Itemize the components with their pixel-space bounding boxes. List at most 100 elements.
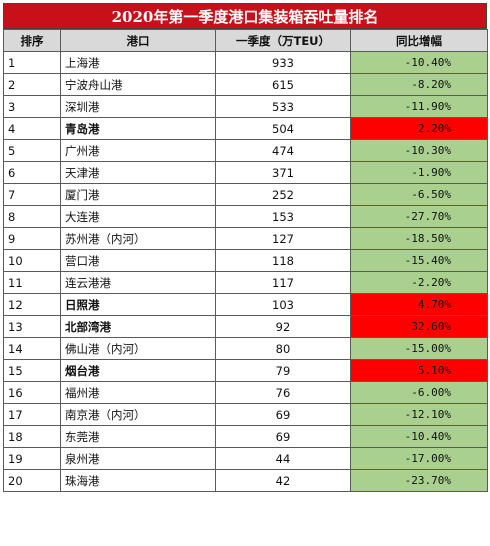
value-cell[interactable]: 118 (215, 249, 351, 272)
change-cell[interactable]: 32.60% (350, 315, 488, 338)
change-cell[interactable]: 5.10% (350, 359, 488, 382)
value-cell[interactable]: 127 (215, 227, 351, 250)
change-cell[interactable]: -2.20% (350, 271, 488, 294)
value-cell[interactable]: 371 (215, 161, 351, 184)
value-cell[interactable]: 504 (215, 117, 351, 140)
change-cell[interactable]: -10.30% (350, 139, 488, 162)
header-change[interactable]: 同比增幅 (350, 29, 488, 52)
value-cell[interactable]: 533 (215, 95, 351, 118)
change-cell[interactable]: -15.00% (350, 337, 488, 360)
change-cell[interactable]: -6.50% (350, 183, 488, 206)
value-cell[interactable]: 80 (215, 337, 351, 360)
value-cell[interactable]: 252 (215, 183, 351, 206)
rank-cell[interactable]: 10 (3, 249, 61, 272)
rank-cell[interactable]: 4 (3, 117, 61, 140)
change-cell[interactable]: -15.40% (350, 249, 488, 272)
table-row: 4 青岛港 504 2.20% (3, 117, 488, 140)
rank-cell[interactable]: 13 (3, 315, 61, 338)
rank-cell[interactable]: 14 (3, 337, 61, 360)
change-cell[interactable]: -8.20% (350, 73, 488, 96)
value-cell[interactable]: 69 (215, 403, 351, 426)
port-cell[interactable]: 连云港港 (60, 271, 216, 294)
change-cell[interactable]: -10.40% (350, 425, 488, 448)
rank-cell[interactable]: 1 (3, 51, 61, 74)
value-cell[interactable]: 103 (215, 293, 351, 316)
rank-cell[interactable]: 12 (3, 293, 61, 316)
port-cell[interactable]: 泉州港 (60, 447, 216, 470)
rank-cell[interactable]: 6 (3, 161, 61, 184)
rank-cell[interactable]: 2 (3, 73, 61, 96)
value-cell[interactable]: 117 (215, 271, 351, 294)
header-rank[interactable]: 排序 (3, 29, 61, 52)
table-row: 5 广州港 474 -10.30% (3, 139, 488, 162)
port-cell[interactable]: 东莞港 (60, 425, 216, 448)
change-cell[interactable]: -17.00% (350, 447, 488, 470)
value-cell[interactable]: 76 (215, 381, 351, 404)
rank-cell[interactable]: 11 (3, 271, 61, 294)
port-cell[interactable]: 营口港 (60, 249, 216, 272)
value-cell[interactable]: 474 (215, 139, 351, 162)
change-cell[interactable]: -10.40% (350, 51, 488, 74)
port-cell[interactable]: 天津港 (60, 161, 216, 184)
ranking-sheet: 2020年第一季度港口集装箱吞吐量排名 排序 港口 一季度（万TEU） 同比增幅… (3, 3, 488, 492)
table-row: 15 烟台港 79 5.10% (3, 359, 488, 382)
port-cell[interactable]: 宁波舟山港 (60, 73, 216, 96)
port-cell[interactable]: 珠海港 (60, 469, 216, 492)
rank-cell[interactable]: 18 (3, 425, 61, 448)
table-row: 12 日照港 103 4.70% (3, 293, 488, 316)
rank-cell[interactable]: 9 (3, 227, 61, 250)
value-cell[interactable]: 42 (215, 469, 351, 492)
table-row: 8 大连港 153 -27.70% (3, 205, 488, 228)
port-cell[interactable]: 佛山港（内河） (60, 337, 216, 360)
port-cell[interactable]: 厦门港 (60, 183, 216, 206)
rank-cell[interactable]: 5 (3, 139, 61, 162)
value-cell[interactable]: 92 (215, 315, 351, 338)
change-cell[interactable]: -23.70% (350, 469, 488, 492)
change-cell[interactable]: -1.90% (350, 161, 488, 184)
rank-cell[interactable]: 16 (3, 381, 61, 404)
value-cell[interactable]: 79 (215, 359, 351, 382)
port-cell[interactable]: 深圳港 (60, 95, 216, 118)
port-cell[interactable]: 苏州港（内河） (60, 227, 216, 250)
rank-cell[interactable]: 8 (3, 205, 61, 228)
rank-cell[interactable]: 15 (3, 359, 61, 382)
rank-cell[interactable]: 19 (3, 447, 61, 470)
port-cell[interactable]: 北部湾港 (60, 315, 216, 338)
port-cell[interactable]: 日照港 (60, 293, 216, 316)
rank-cell[interactable]: 7 (3, 183, 61, 206)
port-cell[interactable]: 福州港 (60, 381, 216, 404)
rank-cell[interactable]: 17 (3, 403, 61, 426)
change-cell[interactable]: -12.10% (350, 403, 488, 426)
change-cell[interactable]: 4.70% (350, 293, 488, 316)
table-row: 19 泉州港 44 -17.00% (3, 447, 488, 470)
table-row: 16 福州港 76 -6.00% (3, 381, 488, 404)
port-cell[interactable]: 烟台港 (60, 359, 216, 382)
change-cell[interactable]: -11.90% (350, 95, 488, 118)
table-row: 13 北部湾港 92 32.60% (3, 315, 488, 338)
rank-cell[interactable]: 3 (3, 95, 61, 118)
table-row: 2 宁波舟山港 615 -8.20% (3, 73, 488, 96)
rank-cell[interactable]: 20 (3, 469, 61, 492)
value-cell[interactable]: 69 (215, 425, 351, 448)
table-row: 6 天津港 371 -1.90% (3, 161, 488, 184)
port-cell[interactable]: 南京港（内河） (60, 403, 216, 426)
header-value[interactable]: 一季度（万TEU） (215, 29, 351, 52)
value-cell[interactable]: 615 (215, 73, 351, 96)
table-row: 17 南京港（内河） 69 -12.10% (3, 403, 488, 426)
ranking-table: 排序 港口 一季度（万TEU） 同比增幅 1 上海港 933 -10.40% 2 宁波舟山… (3, 29, 488, 492)
table-row: 7 厦门港 252 -6.50% (3, 183, 488, 206)
change-cell[interactable]: -27.70% (350, 205, 488, 228)
table-row: 20 珠海港 42 -23.70% (3, 469, 488, 492)
value-cell[interactable]: 153 (215, 205, 351, 228)
change-cell[interactable]: -6.00% (350, 381, 488, 404)
port-cell[interactable]: 上海港 (60, 51, 216, 74)
port-cell[interactable]: 大连港 (60, 205, 216, 228)
change-cell[interactable]: -18.50% (350, 227, 488, 250)
port-cell[interactable]: 广州港 (60, 139, 216, 162)
change-cell[interactable]: 2.20% (350, 117, 488, 140)
value-cell[interactable]: 933 (215, 51, 351, 74)
header-port[interactable]: 港口 (60, 29, 216, 52)
sheet-title: 2020年第一季度港口集装箱吞吐量排名 (3, 3, 487, 29)
value-cell[interactable]: 44 (215, 447, 351, 470)
port-cell[interactable]: 青岛港 (60, 117, 216, 140)
